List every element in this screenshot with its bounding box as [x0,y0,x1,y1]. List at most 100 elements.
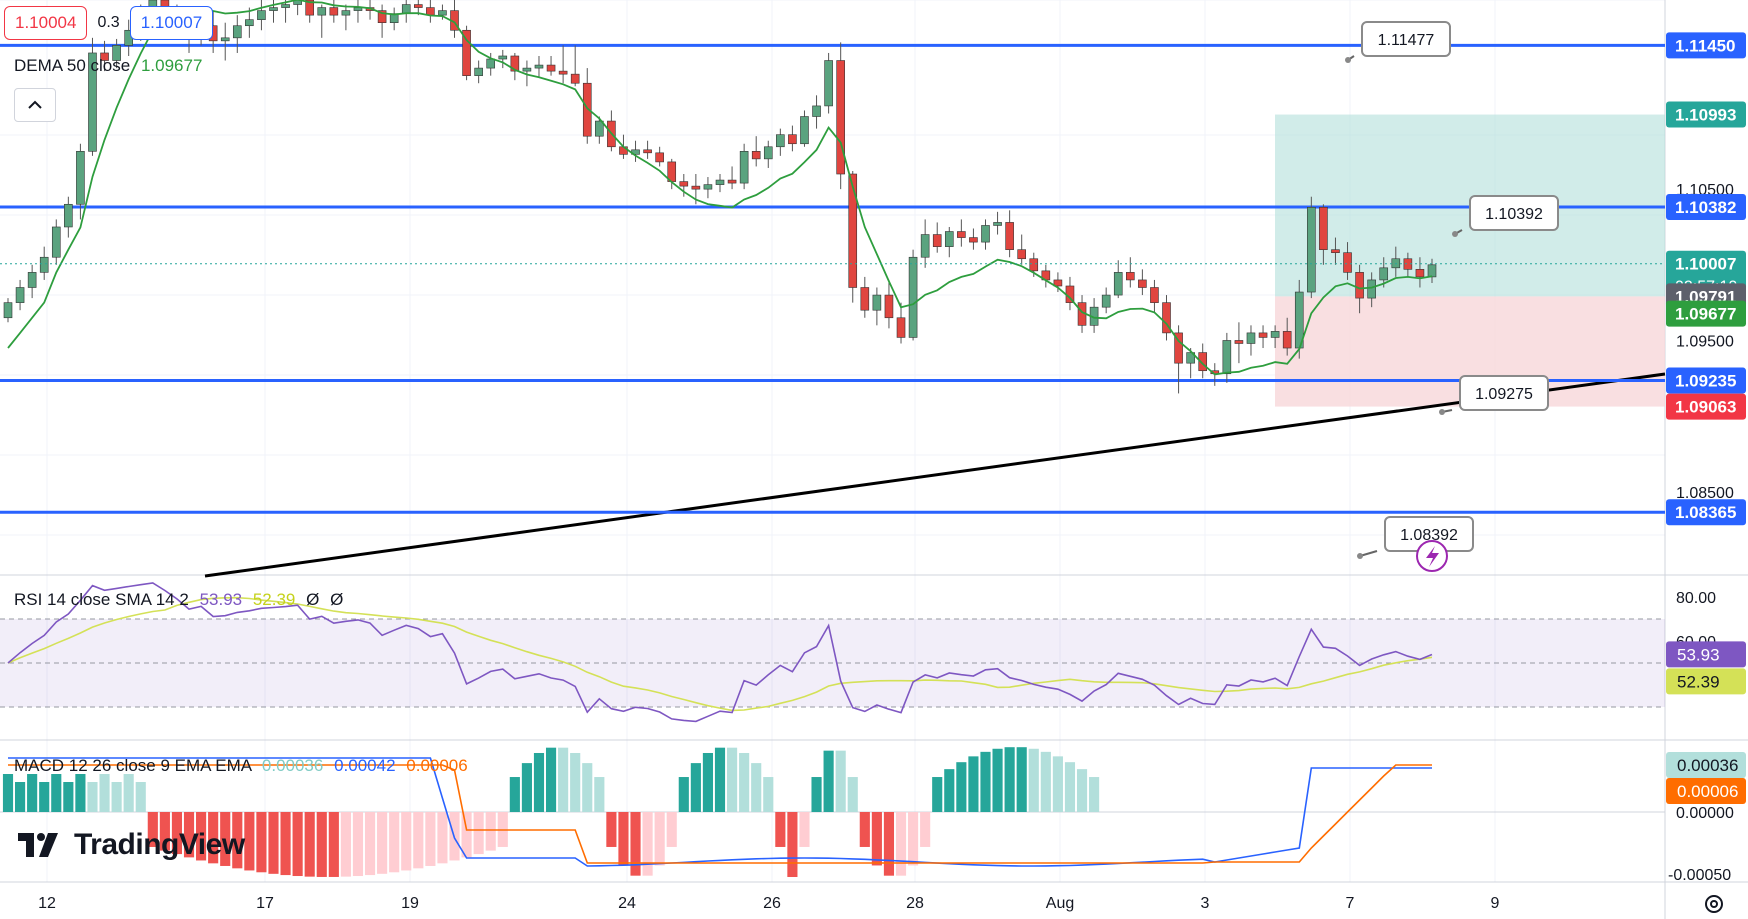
candle-down [932,234,942,247]
macd-bar-positive [726,747,738,812]
macd-bar-positive [27,774,38,812]
time-axis-tick: 19 [401,895,419,912]
candle-down [414,4,423,8]
price-callout: 1.10392 [1452,195,1559,237]
macd-bar-negative [654,812,665,866]
macd-bar-positive [570,752,581,812]
macd-bar-negative [859,812,870,847]
macd-bar-negative [908,812,919,866]
macd-bar-positive [944,769,955,812]
candle-up [39,256,49,273]
macd-legend[interactable]: MACD 12 26 close 9 EMA EMA 0.00036 0.000… [14,756,468,776]
candle-up [112,45,121,61]
candle-up [498,55,508,60]
sell-price-button[interactable]: 1.10004 [4,6,88,40]
chevron-up-icon [28,100,42,109]
candle-down [1174,332,1183,364]
tradingview-logo[interactable]: TradingView [18,828,245,862]
macd-line [8,757,1432,867]
macd-bar-positive [811,777,822,812]
price-label-target [1666,101,1746,128]
spread-value: 0.3 [95,7,122,39]
macd-bar-positive [123,774,134,812]
macd-bar-positive [111,782,122,812]
candle-down [896,317,906,338]
macd-bar-positive [533,752,545,812]
rsi-legend-extra-1: Ø [306,590,320,609]
candle-up [281,4,290,8]
macd-bar-positive [509,777,520,812]
macd-bar-positive [1040,751,1051,812]
price-label-text: 1.09235 [1675,372,1736,391]
rsi-legend-value: 53.93 [199,590,243,609]
price-callout: 1.09275 [1439,375,1549,415]
callout-anchor [1345,57,1351,63]
candle-up [220,37,230,42]
rsi-axis-tick: 80.00 [1676,590,1716,607]
macd-bar-negative [196,812,207,861]
macd-bar-negative [630,812,641,876]
macd-bar-positive [823,750,834,812]
callout-text: 1.11477 [1378,32,1435,49]
dema-legend-value: 1.09677 [140,56,203,75]
macd-bar-negative [473,812,484,855]
macd-bar-negative [328,812,339,877]
macd-bar-negative [461,812,472,858]
collapse-legend-button[interactable] [14,88,56,122]
rsi-legend[interactable]: RSI 14 close SMA 14 2 53.93 52.39 Ø Ø [14,590,343,610]
candle-down [1162,302,1171,334]
macd-bar-positive [690,763,701,812]
macd-bar-positive [99,774,110,812]
macd-bar-negative [232,812,243,869]
candle-down [957,231,966,238]
price-label-hline [1666,194,1746,220]
macd-bar-positive [75,774,86,812]
candle-down [582,82,592,137]
candle-up [993,222,1002,226]
candle-down [558,70,568,75]
rsi-value-text: 53.93 [1677,645,1720,664]
macd-bar-negative [268,812,279,874]
macd-bar-negative [280,812,291,876]
macd-bar-negative [920,812,931,847]
candle-down [1053,279,1063,287]
candle-down [860,287,870,311]
candle-up [1379,267,1389,281]
candle-up [64,203,73,228]
macd-bar-positive [847,777,858,812]
candle-up [51,226,61,258]
candle-down [1355,272,1364,299]
price-axis-tick: 1.08500 [1676,485,1734,502]
price-label-hline [1666,367,1746,394]
candle-down [100,52,109,61]
candle-up [245,19,254,27]
gear-hub [1710,900,1718,908]
candle-up [232,25,242,39]
candle-up [534,64,544,69]
candle-down [1282,331,1292,349]
macd-bar-negative [787,812,798,877]
buy-price-button[interactable]: 1.10007 [129,6,214,40]
candle-up [401,4,411,14]
price-label-hline [1666,499,1746,526]
macd-bar-positive [51,774,62,812]
candle-up [776,134,785,148]
candle-down [1150,287,1159,303]
macd-bar-positive [751,763,762,812]
candle-down [1415,269,1425,278]
macd-bar-positive [956,762,967,812]
tradingview-logo-text: TradingView [74,828,245,861]
macd-bar-positive [1004,747,1015,812]
macd-bar-positive [87,782,98,812]
candle-up [908,256,918,338]
time-axis-tick: 7 [1346,895,1355,912]
price-label-text: 1.11450 [1675,36,1736,55]
candle-up [88,52,97,152]
dema-legend[interactable]: DEMA 50 close 1.09677 [14,56,202,76]
macd-bar-positive [980,751,991,812]
rsi-sma-line [7,596,1433,712]
candle-down [329,7,339,16]
candle-up [824,60,833,107]
